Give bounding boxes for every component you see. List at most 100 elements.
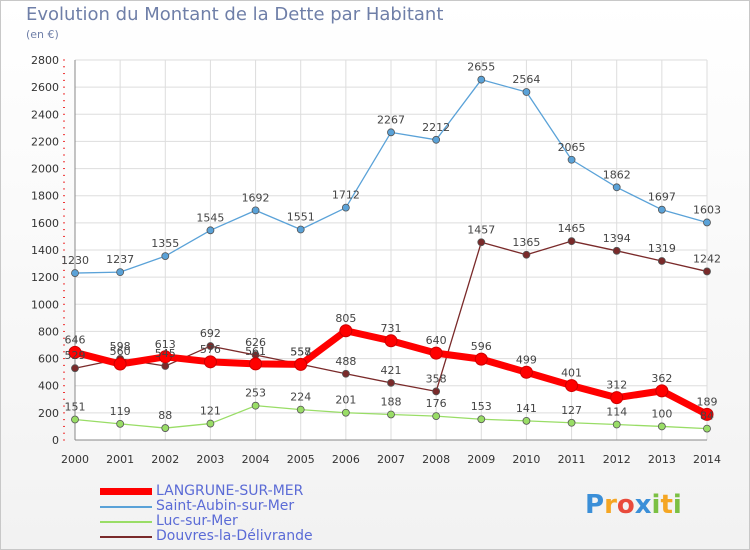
data-label-douvres-la-d-livrande: 529 [65, 349, 86, 362]
data-label-langrune-sur-mer: 362 [651, 372, 672, 385]
logo-letter: i [672, 490, 682, 520]
data-point-saint-aubin-sur-mer [71, 269, 79, 277]
data-point-saint-aubin-sur-mer [612, 183, 621, 192]
x-tick-label: 2009 [467, 453, 495, 466]
data-label-saint-aubin-sur-mer: 1712 [332, 189, 360, 202]
data-point-langrune-sur-mer [158, 350, 172, 364]
legend-swatch [100, 506, 152, 508]
data-point-luc-sur-mer [206, 419, 215, 428]
data-label-douvres-la-d-livrande: 692 [200, 327, 221, 340]
data-point-langrune-sur-mer [384, 334, 398, 348]
data-point-douvres-la-d-livrande [612, 246, 621, 255]
data-label-langrune-sur-mer: 596 [471, 340, 492, 353]
data-label-douvres-la-d-livrande: 1242 [693, 252, 721, 265]
x-tick-label: 2006 [332, 453, 360, 466]
legend-swatch [100, 488, 152, 495]
data-point-douvres-la-d-livrande [387, 378, 395, 387]
data-point-luc-sur-mer [703, 424, 711, 433]
data-label-luc-sur-mer: 253 [245, 387, 266, 400]
data-label-langrune-sur-mer: 576 [200, 343, 221, 356]
x-tick-label: 2001 [106, 453, 134, 466]
data-point-douvres-la-d-livrande [522, 250, 531, 259]
data-point-douvres-la-d-livrande [432, 387, 441, 396]
data-label-douvres-la-d-livrande: 1394 [603, 232, 631, 245]
data-point-douvres-la-d-livrande [703, 267, 711, 276]
data-point-langrune-sur-mer [700, 407, 714, 421]
data-label-langrune-sur-mer: 312 [606, 379, 627, 392]
data-point-douvres-la-d-livrande [341, 369, 350, 378]
y-tick-label: 2600 [31, 81, 59, 94]
data-point-saint-aubin-sur-mer [657, 205, 666, 214]
data-label-luc-sur-mer: 127 [561, 404, 582, 417]
data-point-luc-sur-mer [612, 420, 621, 429]
data-point-saint-aubin-sur-mer [206, 226, 215, 235]
data-label-douvres-la-d-livrande: 545 [155, 347, 176, 360]
data-point-saint-aubin-sur-mer [161, 252, 170, 261]
chart-subtitle: (en €) [26, 28, 59, 41]
y-tick-label: 600 [38, 353, 59, 366]
x-tick-label: 2005 [287, 453, 315, 466]
data-point-douvres-la-d-livrande [477, 238, 486, 247]
data-point-luc-sur-mer [251, 401, 260, 410]
x-tick-label: 2007 [377, 453, 405, 466]
data-label-luc-sur-mer: 121 [200, 405, 221, 418]
data-point-langrune-sur-mer [655, 384, 669, 398]
data-point-luc-sur-mer [116, 419, 125, 428]
data-label-luc-sur-mer: 224 [290, 391, 311, 404]
data-point-luc-sur-mer [71, 415, 79, 424]
legend-swatch [100, 521, 152, 523]
logo-letter: o [616, 490, 635, 520]
data-label-douvres-la-d-livrande: 1457 [467, 223, 495, 236]
data-point-luc-sur-mer [296, 405, 305, 414]
legend-swatch [100, 536, 152, 538]
data-label-douvres-la-d-livrande: 1319 [648, 242, 676, 255]
data-label-douvres-la-d-livrande: 421 [381, 364, 402, 377]
data-label-saint-aubin-sur-mer: 2065 [558, 141, 586, 154]
chart-title: Evolution du Montant de la Dette par Hab… [26, 4, 444, 25]
data-point-langrune-sur-mer [68, 345, 82, 359]
data-label-luc-sur-mer: 88 [158, 409, 172, 422]
data-label-saint-aubin-sur-mer: 1697 [648, 191, 676, 204]
data-point-luc-sur-mer [387, 410, 395, 419]
data-label-luc-sur-mer: 151 [65, 401, 86, 414]
data-label-langrune-sur-mer: 613 [155, 338, 176, 351]
data-point-saint-aubin-sur-mer [251, 206, 260, 215]
data-point-luc-sur-mer [522, 416, 531, 425]
y-tick-label: 200 [38, 407, 59, 420]
y-tick-label: 2800 [31, 54, 59, 67]
data-point-langrune-sur-mer [113, 357, 127, 371]
data-label-douvres-la-d-livrande: 1365 [512, 236, 540, 249]
data-label-saint-aubin-sur-mer: 1545 [196, 211, 224, 224]
y-tick-label: 2200 [31, 135, 59, 148]
data-label-saint-aubin-sur-mer: 2212 [422, 121, 450, 134]
x-tick-label: 2002 [151, 453, 179, 466]
data-label-langrune-sur-mer: 557 [290, 345, 311, 358]
y-tick-label: 1000 [31, 298, 59, 311]
logo-letter: t [660, 490, 673, 520]
data-point-douvres-la-d-livrande [657, 257, 666, 265]
data-point-douvres-la-d-livrande [71, 364, 79, 373]
data-point-douvres-la-d-livrande [206, 342, 215, 350]
x-tick-label: 2010 [512, 453, 540, 466]
data-point-saint-aubin-sur-mer [387, 128, 395, 137]
legend-label: LANGRUNE-SUR-MER [156, 483, 304, 499]
data-point-langrune-sur-mer [339, 324, 353, 338]
data-point-langrune-sur-mer [429, 346, 443, 360]
y-tick-label: 2000 [31, 163, 59, 176]
data-point-luc-sur-mer [161, 424, 170, 432]
legend-item: Luc-sur-Mer [100, 513, 360, 529]
data-label-saint-aubin-sur-mer: 1355 [151, 237, 179, 250]
data-label-saint-aubin-sur-mer: 1551 [287, 211, 315, 224]
data-label-douvres-la-d-livrande: 488 [335, 355, 356, 368]
x-tick-label: 2014 [693, 453, 721, 466]
data-point-saint-aubin-sur-mer [432, 135, 441, 144]
legend-item: Douvres-la-Délivrande [100, 528, 360, 544]
y-tick-label: 1600 [31, 217, 59, 230]
logo-letter: i [651, 490, 661, 520]
data-label-langrune-sur-mer: 561 [245, 345, 266, 358]
data-point-douvres-la-d-livrande [161, 362, 170, 370]
x-tick-label: 2004 [242, 453, 270, 466]
data-label-douvres-la-d-livrande: 358 [426, 372, 447, 385]
data-point-saint-aubin-sur-mer [703, 218, 711, 227]
